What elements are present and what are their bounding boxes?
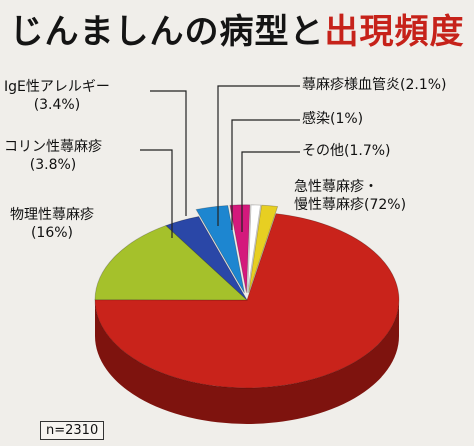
pie-slice-1 xyxy=(94,225,249,301)
pie-slice-4 xyxy=(229,204,251,293)
chart-title: じんましんの病型と出現頻度 xyxy=(9,12,465,52)
leader-line-ige xyxy=(150,90,187,216)
label-cholinergic: コリン性蕁麻疹 (3.8%) xyxy=(4,139,102,173)
leader-line-infection xyxy=(231,119,300,230)
leader-line-vasculitis xyxy=(217,85,300,226)
pie-slice-5 xyxy=(247,204,262,293)
pie-slice-side xyxy=(95,300,399,424)
pie-slice-3 xyxy=(195,205,245,294)
leader-line-other xyxy=(241,151,300,232)
sample-size: n=2310 xyxy=(40,421,105,440)
label-physical: 物理性蕁麻疹 (16%) xyxy=(10,207,94,241)
pie-slice-6 xyxy=(248,204,279,293)
pie-slice-0 xyxy=(94,213,400,389)
pie-slice-2 xyxy=(165,216,248,301)
label-ige: IgE性アレルギー (3.4%) xyxy=(4,79,110,113)
label-other: その他(1.7%) xyxy=(302,143,391,159)
label-acute-chronic: 急性蕁麻疹・ 慢性蕁麻疹(72%) xyxy=(294,179,407,213)
leader-line-cholinergic xyxy=(140,149,173,238)
label-vasculitis: 蕁麻疹様血管炎(2.1%) xyxy=(302,77,447,93)
label-infection: 感染(1%) xyxy=(302,111,364,127)
